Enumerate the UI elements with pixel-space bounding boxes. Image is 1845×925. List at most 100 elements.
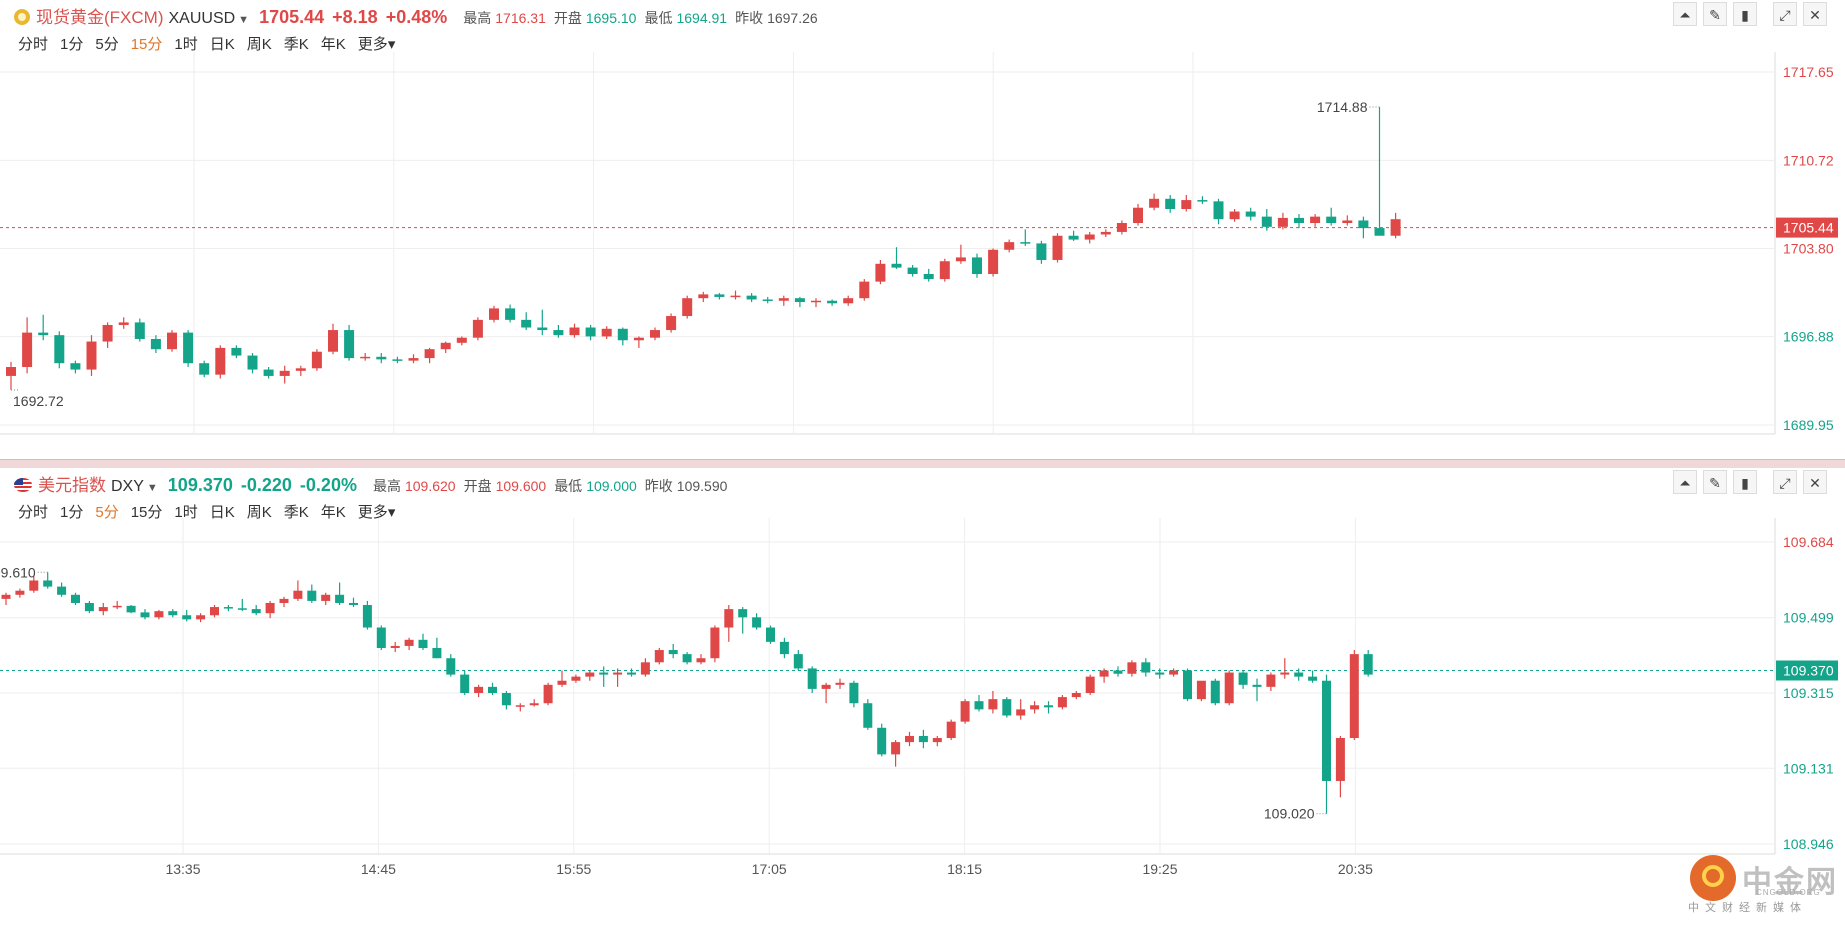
draw-icon[interactable]: ✎ [1703,2,1727,26]
gold-candlestick-chart[interactable]: 1717.65 1710.72 1703.80 1696.88 1689.95 02:30… [0,52,1845,442]
x-tick-label: 14:45 [361,861,396,877]
period-tab[interactable]: 周K [246,504,272,521]
candle-body [696,658,706,663]
candle-body [762,299,773,301]
candle-body [553,330,564,336]
candle-body [70,363,81,370]
candle-body [668,650,678,655]
x-tick-label: 18:15 [947,861,982,877]
period-tab[interactable]: 周K [246,36,272,53]
dxy-candlestick-chart[interactable]: 109.684 109.499 109.315 109.131 108.946 13:35… [0,518,1845,923]
candle-body [1141,662,1151,673]
candle-body [1165,198,1176,209]
candle-body [793,654,803,669]
candle-type-icon[interactable]: ▮ [1733,470,1757,494]
period-tab[interactable]: 日K [209,36,235,53]
y-tick-label: 1689.95 [1783,417,1834,433]
max-annotation: 109.610 [0,564,36,580]
period-tab[interactable]: 日K [209,504,235,521]
candle-body [752,617,762,628]
last-price: 109.370 [167,475,233,495]
period-tab[interactable]: 年K [320,504,346,521]
candle-type-icon[interactable]: ▮ [1733,2,1757,26]
candle-body [1197,200,1208,202]
candle-body [279,370,290,376]
period-tab[interactable]: 分时 [18,36,49,53]
chevron-down-icon[interactable]: ▼ [146,482,158,494]
candle-body [223,607,233,609]
candle-body [724,609,734,628]
candle-body [1149,198,1160,208]
instrument-name[interactable]: 美元指数 [38,476,106,495]
candle-body [918,735,928,743]
draw-icon[interactable]: ✎ [1703,470,1727,494]
candle-body [154,611,164,618]
min-annotation: 1692.72 [13,393,64,409]
candle-body [408,358,419,361]
candle-body [1052,235,1063,260]
candle-body [1127,662,1137,674]
price-change-percent: -0.20% [299,475,357,495]
close-icon[interactable]: ✕ [1803,470,1827,494]
candle-body [1183,670,1192,700]
period-tab[interactable]: 年K [320,36,346,53]
indicator-icon[interactable]: ⏶ [1673,2,1697,26]
period-tab[interactable]: 1时 [174,36,198,53]
instrument-name[interactable]: 现货黄金(FXCM) [36,8,164,27]
candle-body [537,327,548,331]
period-tab[interactable]: 5分 [95,36,119,53]
x-tick-label: 15:55 [556,861,591,877]
candle-body [650,330,660,338]
instrument-code[interactable]: XAUUSD [168,10,236,27]
period-tab-active[interactable]: 15分 [130,36,163,53]
x-tick-label: 02:30 [176,441,211,442]
panel-divider[interactable] [0,459,1845,468]
period-tab-more[interactable]: 更多▾ [357,504,396,521]
candle-body [710,627,720,659]
period-tab[interactable]: 季K [283,504,309,521]
fullscreen-icon[interactable]: ⤢ [1773,2,1797,26]
instrument-code[interactable]: DXY [111,478,144,495]
candle-body [955,257,966,262]
candle-body [1210,680,1220,704]
prev-close-label: 昨收 [735,10,764,26]
period-tab[interactable]: 分时 [18,504,49,521]
candle-body [1036,243,1047,260]
period-tab-active[interactable]: 5分 [95,504,119,521]
candle-body [43,580,53,587]
period-tab[interactable]: 15分 [130,504,163,521]
candle-body [571,676,581,681]
candle-body [859,281,870,299]
more-label: 更多 [357,504,388,521]
last-price-label: 109.370 [1783,662,1834,678]
close-icon[interactable]: ✕ [1803,2,1827,26]
candle-body [293,590,303,599]
candle-body [1116,223,1127,232]
candle-body [38,332,49,336]
candle-body [1294,217,1304,224]
candle-body [247,355,258,370]
candle-body [134,322,145,339]
min-annotation: 109.020 [1264,806,1315,822]
candle-body [682,654,692,663]
more-label: 更多 [357,36,388,53]
period-tab[interactable]: 1分 [60,504,84,521]
chevron-down-icon[interactable]: ▼ [238,14,250,26]
fullscreen-icon[interactable]: ⤢ [1773,470,1797,494]
candle-body [1030,705,1040,710]
indicator-icon[interactable]: ⏶ [1673,470,1697,494]
candle-body [811,300,821,303]
x-tick-label: 06:30 [376,441,411,442]
candle-body [168,611,178,616]
watermark: 中金网 CNGOLD.ORG 中文财经新媒体 [1688,855,1838,915]
period-tab[interactable]: 季K [283,36,309,53]
candle-body [446,658,456,675]
period-tab[interactable]: 1时 [174,504,198,521]
period-tab[interactable]: 1分 [60,36,84,53]
candle-body [183,332,194,364]
period-tab-more[interactable]: 更多▾ [357,36,396,53]
x-tick-label: 12:30 [776,441,811,442]
candle-body [939,261,950,280]
x-tick-label: 20:35 [1338,861,1373,877]
candle-body [1155,672,1165,675]
